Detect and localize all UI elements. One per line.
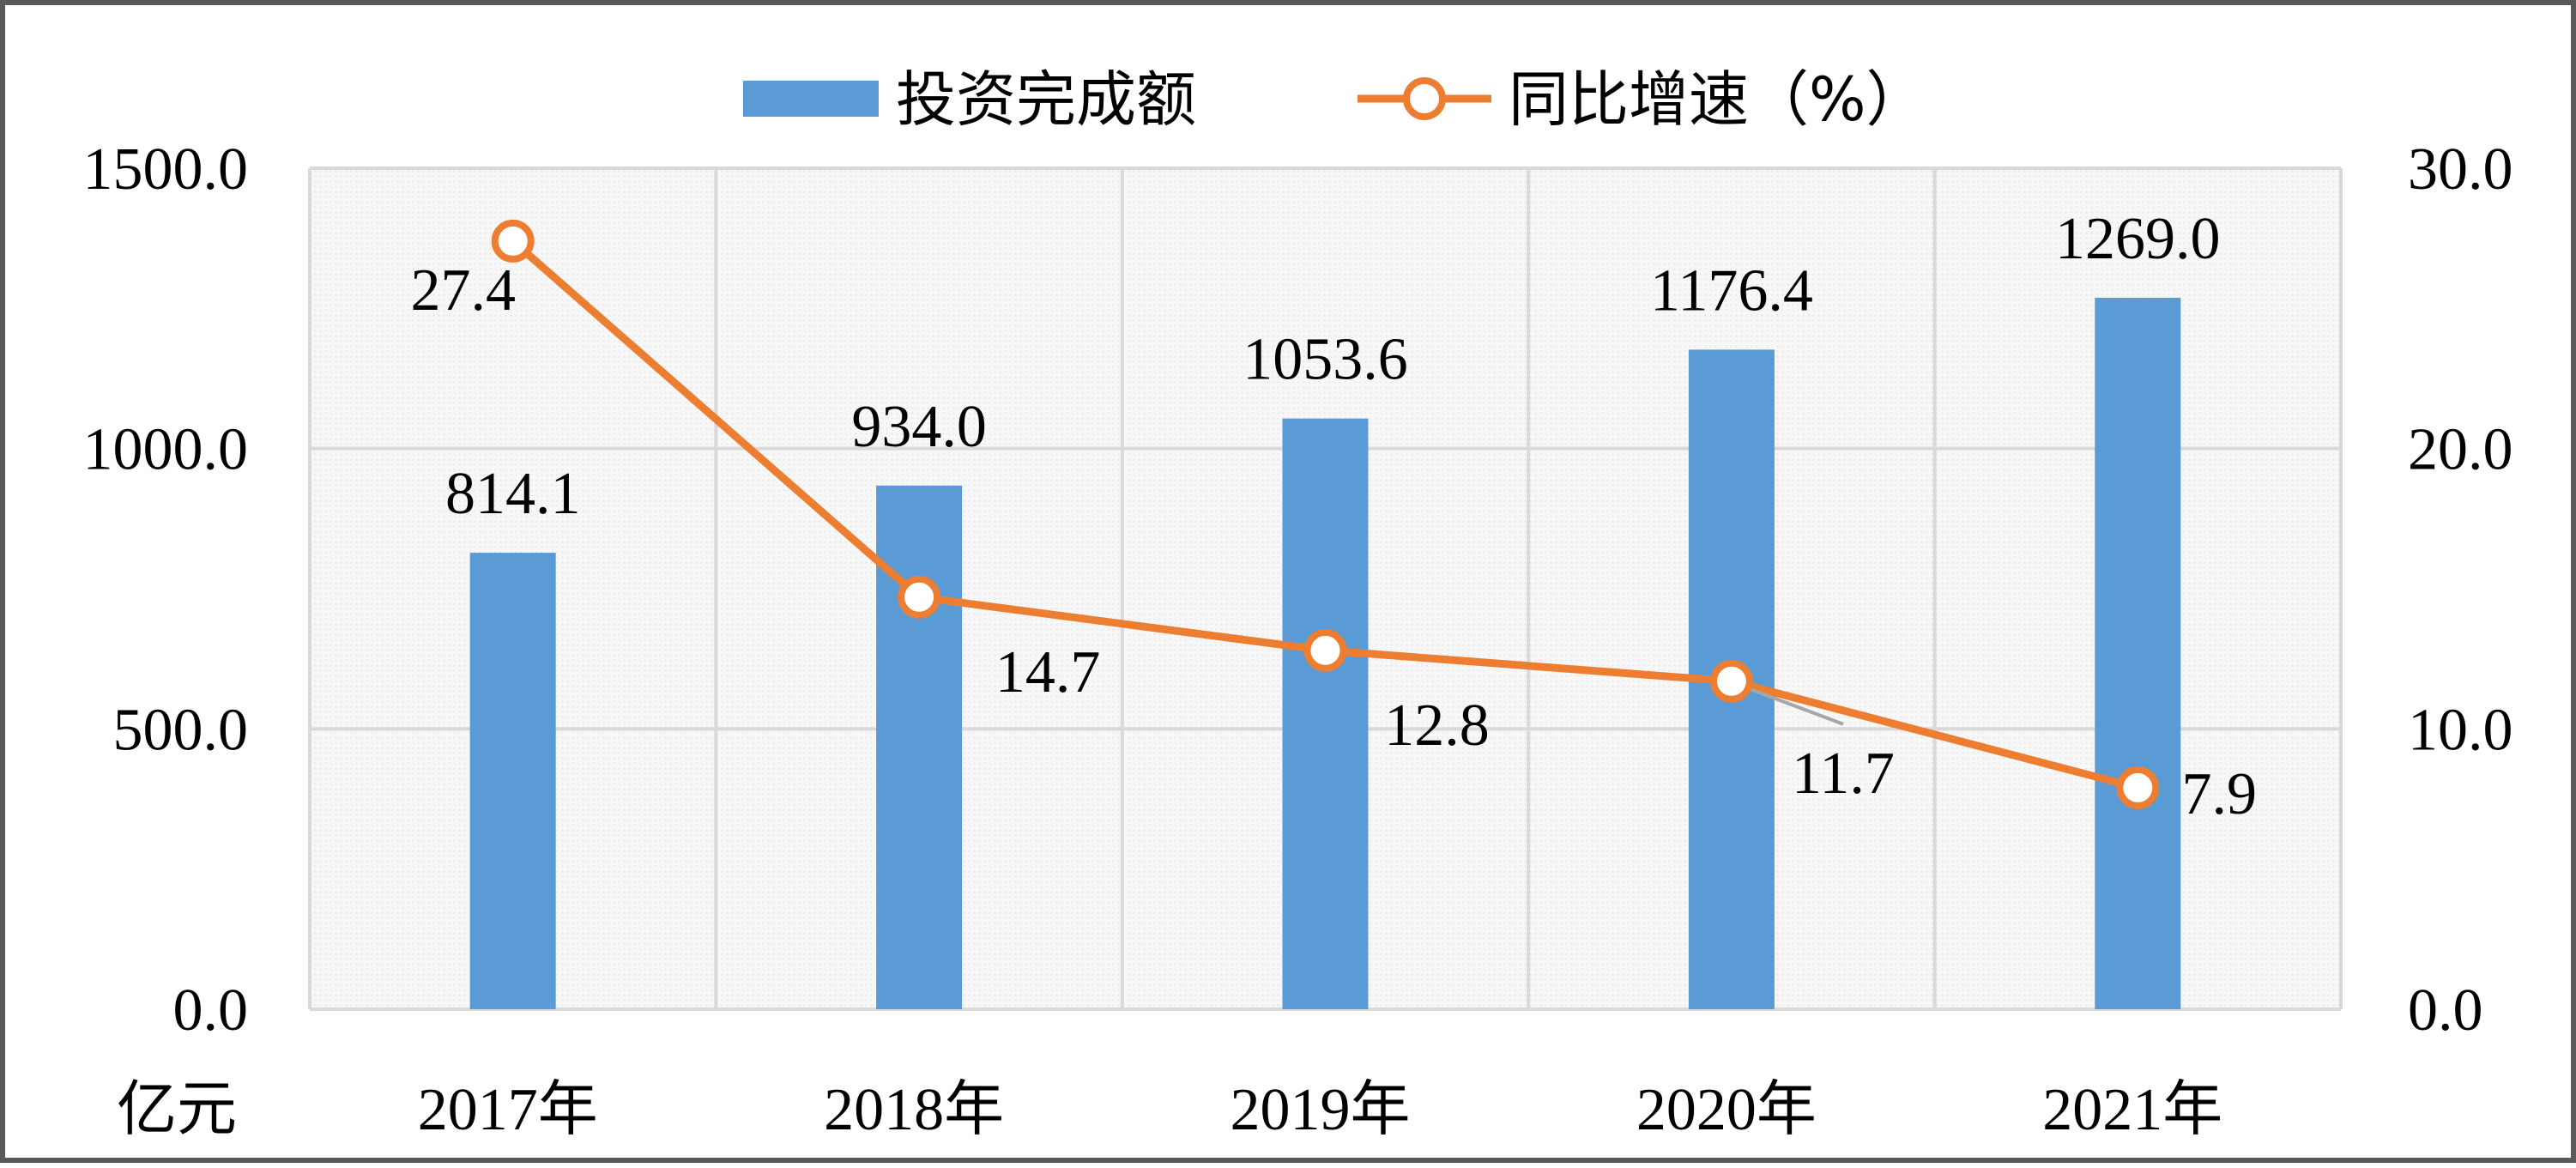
legend-label-line: 同比增速（%）: [1509, 64, 1926, 135]
right-axis-tick-label: 10.0: [2408, 697, 2513, 763]
line-value-label: 12.8: [1384, 693, 1490, 759]
line-point: [1709, 659, 1753, 703]
bar-value-label: 1176.4: [1650, 257, 1813, 324]
left-axis-unit-label: 亿元: [117, 1074, 237, 1144]
bar-value-label: 1053.6: [1243, 327, 1408, 393]
line-point: [491, 219, 535, 263]
data-labels: 814.1 934.0 1053.6 1176.4 1269.0 27.4 14.7 12.8…: [410, 206, 2257, 827]
legend-swatch-marker: [1403, 77, 1446, 120]
x-axis-tick-label: 2020年: [1636, 1074, 1817, 1144]
right-axis-tick-label: 20.0: [2408, 417, 2513, 483]
legend: 投资完成额 同比增速（%）: [743, 64, 1926, 135]
line-value-label: 27.4: [410, 257, 516, 324]
left-axis-tick-label: 1000.0: [83, 417, 249, 483]
x-axis-tick-label: 2018年: [824, 1074, 1004, 1144]
bar-value-label: 934.0: [851, 394, 987, 460]
bar-value-label: 814.1: [445, 461, 581, 527]
line-point: [898, 575, 941, 619]
line-point: [2116, 766, 2160, 809]
label-leader-line: [1738, 682, 1844, 726]
line-value-label: 11.7: [1792, 741, 1895, 807]
right-axis-tick-label: 30.0: [2408, 136, 2513, 203]
bar: [1282, 418, 1369, 1009]
right-axis-tick-label: 0.0: [2408, 977, 2483, 1044]
left-axis-tick-label: 500.0: [113, 697, 249, 763]
line-series: [491, 219, 2160, 809]
line-point: [1303, 628, 1347, 672]
bar-value-label: 1269.0: [2055, 206, 2221, 272]
axes: 0.0 500.0 1000.0 1500.0 0.0 10.0 20.0 30.0 亿元 201…: [83, 136, 2513, 1144]
line-value-label: 14.7: [995, 639, 1101, 705]
bar: [876, 485, 963, 1009]
x-axis-tick-label: 2019年: [1231, 1074, 1411, 1144]
left-axis-tick-label: 0.0: [173, 977, 249, 1044]
chart-svg: 814.1 934.0 1053.6 1176.4 1269.0 27.4 14.7 12.8…: [83, 64, 2513, 1144]
left-axis-tick-label: 1500.0: [83, 136, 249, 203]
bar-series: [469, 297, 2181, 1009]
x-axis-tick-label: 2017年: [418, 1074, 598, 1144]
bar: [2095, 297, 2181, 1009]
x-axis-tick-label: 2021年: [2042, 1074, 2222, 1144]
legend-swatch-bar: [743, 81, 879, 117]
bar: [469, 553, 556, 1009]
legend-label-bar: 投资完成额: [896, 64, 1196, 135]
line-value-label: 7.9: [2182, 761, 2258, 827]
